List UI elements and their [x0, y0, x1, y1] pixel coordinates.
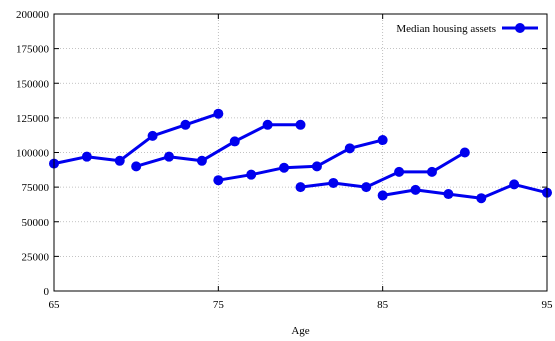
data-point — [443, 189, 454, 200]
y-axis-ticks: 0 25000 50000 75000 100000 125000 150000 175000… — [16, 9, 547, 298]
series-line-segment — [135, 123, 301, 168]
data-point — [246, 169, 257, 180]
y-tick-label: 100000 — [16, 148, 50, 160]
data-point — [279, 162, 290, 173]
data-point — [328, 177, 339, 188]
data-point — [262, 119, 273, 130]
data-point — [459, 147, 470, 158]
x-tick-label: 85 — [377, 299, 389, 311]
y-tick-label: 200000 — [16, 9, 50, 21]
data-point — [196, 155, 207, 166]
data-point — [213, 108, 224, 119]
y-tick-label: 0 — [44, 286, 50, 298]
data-point — [377, 135, 388, 146]
data-point — [131, 161, 142, 172]
data-point — [213, 175, 224, 186]
data-point — [180, 119, 191, 130]
data-point — [81, 151, 92, 162]
legend-marker — [515, 23, 525, 33]
legend-label: Median housing assets — [396, 23, 496, 35]
data-point — [394, 166, 405, 177]
plot-frame — [53, 13, 548, 292]
data-point — [410, 184, 421, 195]
x-tick-label: 65 — [49, 299, 61, 311]
data-point — [426, 166, 437, 177]
series-line-segment — [53, 112, 219, 166]
y-tick-label: 50000 — [22, 217, 50, 229]
data-point — [509, 179, 520, 190]
data-point — [295, 119, 306, 130]
data-point — [311, 161, 322, 172]
data-point — [114, 155, 125, 166]
y-tick-label: 150000 — [16, 78, 50, 90]
data-point — [229, 136, 240, 147]
y-tick-label: 25000 — [22, 251, 50, 263]
x-tick-label: 95 — [542, 299, 554, 311]
data-point — [295, 182, 306, 193]
data-point — [361, 182, 372, 193]
series-line-segment — [218, 138, 384, 182]
x-tick-label: 75 — [213, 299, 225, 311]
data-point — [476, 193, 487, 204]
data-point — [164, 151, 175, 162]
series-layer — [49, 108, 552, 204]
series-line-segment — [382, 182, 548, 200]
y-tick-label: 125000 — [16, 113, 50, 125]
data-point — [377, 190, 388, 201]
data-point — [344, 143, 355, 154]
data-point — [147, 130, 158, 141]
y-tick-label: 175000 — [16, 44, 50, 56]
series-line-segment — [300, 151, 466, 189]
x-axis-label: Age — [291, 325, 309, 337]
y-tick-label: 75000 — [22, 182, 50, 194]
legend: Median housing assets — [396, 23, 538, 35]
